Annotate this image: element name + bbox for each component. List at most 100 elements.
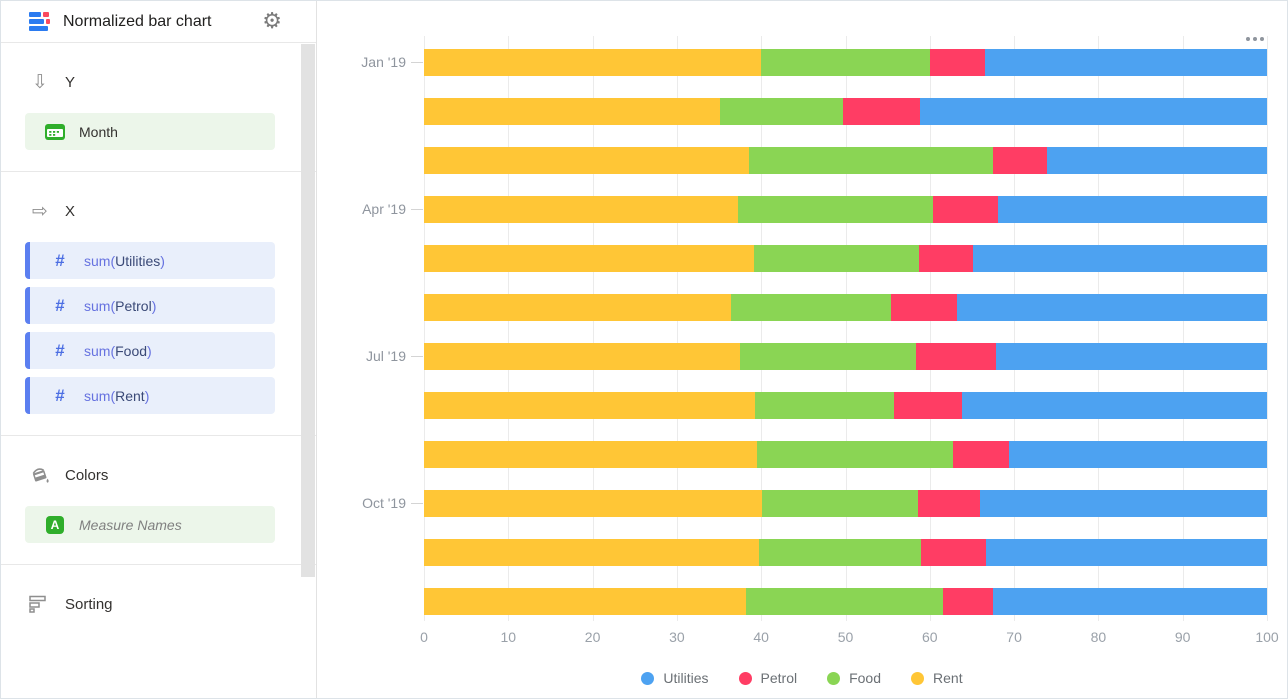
bar-segment-food[interactable] [753, 244, 919, 272]
legend-dot-icon [738, 671, 752, 685]
bar-row [424, 293, 1267, 321]
section-colors-label: Colors [65, 466, 109, 484]
bar-segment-rent[interactable] [424, 587, 747, 615]
bar-segment-petrol[interactable] [952, 440, 1010, 468]
bar-row [424, 244, 1267, 272]
bar-row [424, 440, 1267, 468]
bar-segment-food[interactable] [762, 489, 918, 517]
chart-menu-icon[interactable] [1243, 34, 1267, 44]
field-chip-sum-utilities[interactable]: # sum(Utilities) [25, 242, 275, 279]
bar-segment-rent[interactable] [424, 146, 749, 174]
bar-segment-food[interactable] [746, 587, 944, 615]
bar-segment-petrol[interactable] [929, 48, 986, 76]
bar-segment-utilities[interactable] [995, 342, 1267, 370]
gridline [1098, 36, 1100, 621]
bar-segment-food[interactable] [755, 391, 895, 419]
bar-segment-food[interactable] [758, 538, 921, 566]
field-chip-measure-names[interactable]: A Measure Names [25, 506, 275, 543]
bar-segment-utilities[interactable] [956, 293, 1267, 321]
field-label-measure-names: Measure Names [79, 516, 182, 533]
bar-segment-utilities[interactable] [1046, 146, 1267, 174]
bar-segment-petrol[interactable] [842, 97, 920, 125]
bar-segment-utilities[interactable] [986, 538, 1267, 566]
bar-segment-food[interactable] [756, 440, 953, 468]
x-axis-tick-label: 10 [500, 629, 517, 645]
bar-segment-rent[interactable] [424, 538, 759, 566]
x-axis-tick-label: 40 [753, 629, 769, 645]
gear-icon[interactable]: ⚙ [262, 8, 282, 34]
bar-segment-food[interactable] [740, 342, 917, 370]
field-chip-sum-petrol[interactable]: # sum(Petrol) [25, 287, 275, 324]
paint-bucket-icon [29, 465, 51, 485]
field-chip-sum-rent[interactable]: # sum(Rent) [25, 377, 275, 414]
legend-item-food[interactable]: Food [827, 670, 881, 686]
bar-segment-rent[interactable] [424, 342, 741, 370]
field-chip-sum-food[interactable]: # sum(Food) [25, 332, 275, 369]
chart-area: 0 10 20 30 40 50 60 70 80 90 100 Jan '19 Apr '19 Jul … [317, 1, 1287, 698]
bar-segment-rent[interactable] [424, 440, 757, 468]
field-label-sum-rent: sum(Rent) [84, 387, 150, 404]
hash-icon: # [55, 250, 65, 270]
calendar-icon [45, 123, 65, 140]
bar-segment-petrol[interactable] [916, 342, 996, 370]
bar-segment-rent[interactable] [424, 97, 720, 125]
bar-segment-food[interactable] [761, 48, 930, 76]
y-axis-tick-label: Jul '19 [365, 348, 406, 364]
legend-dot-icon [827, 671, 841, 685]
bar-segment-food[interactable] [730, 293, 891, 321]
legend-item-petrol[interactable]: Petrol [738, 670, 797, 686]
bar-row [424, 146, 1267, 174]
arrow-right-icon: ⇨ [32, 199, 48, 222]
bar-row [424, 195, 1267, 223]
bar-segment-utilities[interactable] [980, 489, 1267, 517]
x-axis-tick-label: 80 [1090, 629, 1107, 645]
legend-label: Food [849, 670, 882, 686]
arrow-down-icon: ⇩ [32, 70, 48, 93]
legend-item-utilities[interactable]: Utilities [641, 670, 709, 686]
hash-icon: # [55, 385, 65, 405]
bar-segment-food[interactable] [719, 97, 843, 125]
hash-icon: # [55, 340, 65, 360]
bar-segment-rent[interactable] [424, 293, 731, 321]
chart-title: Normalized bar chart [63, 12, 212, 30]
bar-segment-petrol[interactable] [943, 587, 993, 615]
bar-segment-petrol[interactable] [933, 195, 999, 223]
bar-segment-food[interactable] [748, 146, 994, 174]
bar-segment-food[interactable] [738, 195, 934, 223]
y-axis-tick-label: Jan '19 [361, 54, 406, 70]
bar-segment-petrol[interactable] [894, 391, 962, 419]
bar-segment-utilities[interactable] [993, 587, 1267, 615]
legend: Utilities Petrol Food Rent [317, 670, 1287, 686]
bar-segment-petrol[interactable] [993, 146, 1047, 174]
legend-label: Rent [933, 670, 963, 686]
bar-segment-petrol[interactable] [917, 489, 981, 517]
bar-segment-rent[interactable] [424, 48, 762, 76]
bar-segment-rent[interactable] [424, 195, 739, 223]
bar-segment-petrol[interactable] [920, 538, 987, 566]
bar-segment-utilities[interactable] [985, 48, 1267, 76]
bar-row [424, 391, 1267, 419]
bar-segment-utilities[interactable] [1009, 440, 1267, 468]
hash-icon: # [55, 295, 65, 315]
bar-segment-utilities[interactable] [961, 391, 1267, 419]
bar-segment-utilities[interactable] [919, 97, 1267, 125]
bar-segment-utilities[interactable] [998, 195, 1267, 223]
section-y: ⇩ Y Mo [1, 43, 316, 172]
x-axis-tick-label: 100 [1255, 629, 1279, 645]
gridline [508, 36, 510, 621]
legend-item-rent[interactable]: Rent [911, 670, 963, 686]
y-tick-mark [411, 62, 423, 63]
x-axis-tick-label: 20 [584, 629, 601, 645]
field-label-sum-utilities: sum(Utilities) [84, 252, 165, 269]
field-chip-month[interactable]: Month [25, 113, 275, 150]
sidebar-scrollbar[interactable] [301, 44, 315, 577]
legend-dot-icon [641, 671, 655, 685]
bar-segment-rent[interactable] [424, 489, 763, 517]
bar-segment-petrol[interactable] [918, 244, 973, 272]
sorting-icon [29, 595, 51, 613]
bar-segment-rent[interactable] [424, 391, 756, 419]
bar-segment-utilities[interactable] [972, 244, 1267, 272]
bar-segment-petrol[interactable] [891, 293, 957, 321]
bar-segment-rent[interactable] [424, 244, 754, 272]
section-y-label: Y [65, 73, 76, 91]
